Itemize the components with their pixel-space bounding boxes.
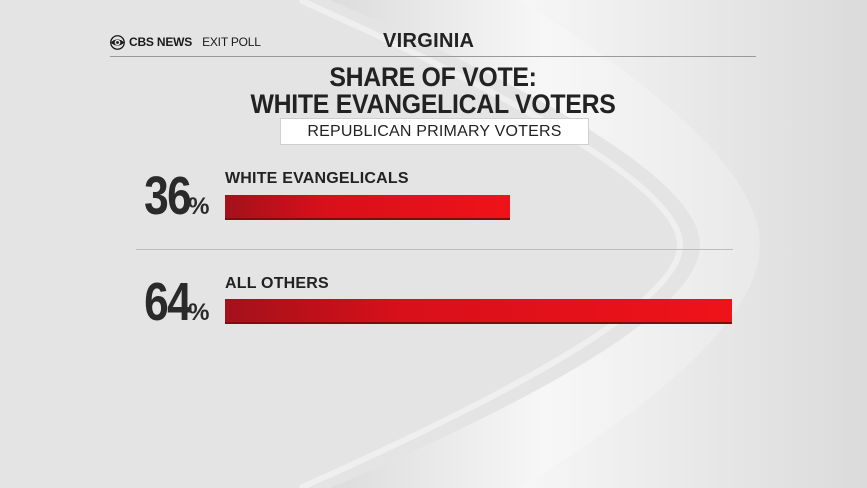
chart-subtitle: REPUBLICAN PRIMARY VOTERS [280,118,589,145]
state-name: VIRGINIA [383,30,475,52]
chart-title-line-2: WHITE EVANGELICAL VOTERS [250,89,616,119]
percent-sign: % [188,299,210,326]
percent-sign: % [188,193,210,220]
value-label-white-evangelicals: 36 % [134,169,209,223]
value-number: 36 [144,166,192,226]
category-label-all-others: ALL OTHERS [225,275,329,292]
value-number: 64 [144,272,192,332]
header-rule [110,56,756,57]
product-name: EXIT POLL [202,35,261,49]
chart-title-line-1: SHARE OF VOTE: [329,62,537,92]
cbs-eye-icon [110,34,125,50]
category-label-white-evangelicals: WHITE EVANGELICALS [225,170,409,187]
network-logo: CBS NEWS EXIT POLL [110,34,261,50]
chart-subtitle-text: REPUBLICAN PRIMARY VOTERS [307,122,562,140]
network-name: CBS NEWS [129,35,193,49]
chart-title: SHARE OF VOTE: WHITE EVANGELICAL VOTERS [173,64,694,118]
value-label-all-others: 64 % [134,275,209,329]
bar-all-others [225,299,732,324]
row-divider [136,249,733,250]
bar-white-evangelicals [225,195,510,220]
